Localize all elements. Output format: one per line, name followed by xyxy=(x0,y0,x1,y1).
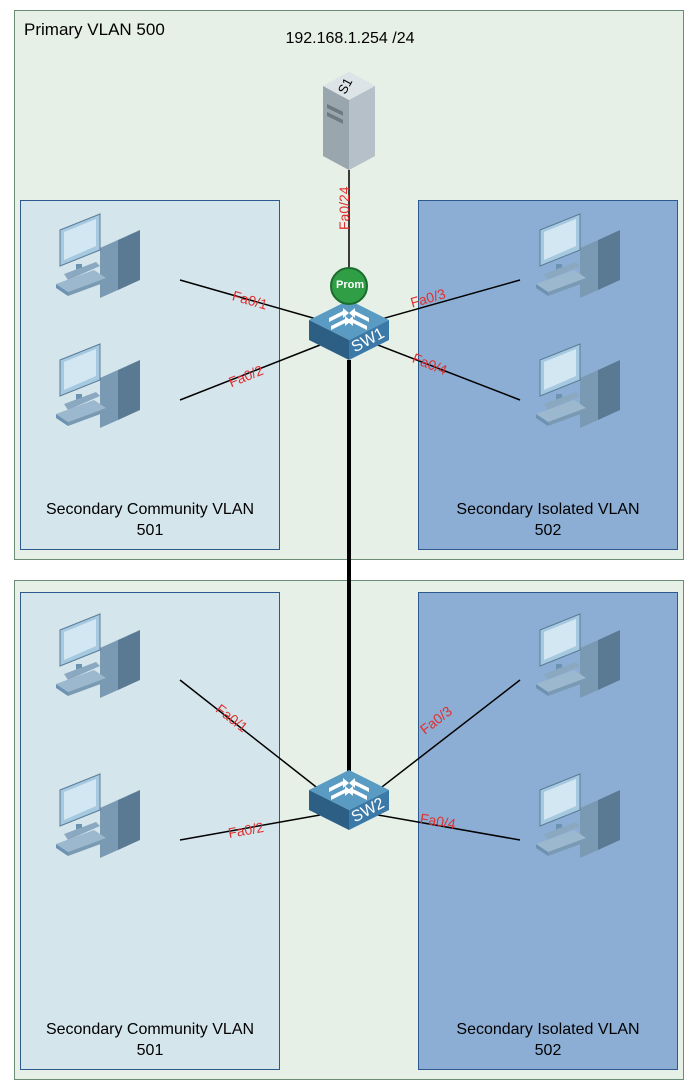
port-fa024: Fa0/24 xyxy=(336,186,352,230)
isolated-vlan-label-top: Secondary Isolated VLAN 502 xyxy=(418,500,678,542)
community-vlan-line1: Secondary Community VLAN xyxy=(46,501,254,518)
isolated-vlan-line2: 502 xyxy=(535,522,562,539)
primary-vlan-label: Primary VLAN 500 xyxy=(24,20,165,40)
community-vlan-label-top: Secondary Community VLAN 501 xyxy=(20,500,280,542)
isolated-vlan-line1: Secondary Isolated VLAN xyxy=(456,501,639,518)
isolated-vlan-label-bottom: Secondary Isolated VLAN 502 xyxy=(418,1020,678,1062)
diagram-canvas: S1 Primary VLAN 500 192.168.1.254 /24 Se… xyxy=(0,0,698,1090)
diagram-svg: S1 xyxy=(0,0,698,1090)
community-vlan-line2: 501 xyxy=(137,522,164,539)
community-vlan-label-bottom: Secondary Community VLAN 501 xyxy=(20,1020,280,1062)
server-ip-label: 192.168.1.254 /24 xyxy=(260,30,440,48)
prom-label: Prom xyxy=(336,279,364,291)
